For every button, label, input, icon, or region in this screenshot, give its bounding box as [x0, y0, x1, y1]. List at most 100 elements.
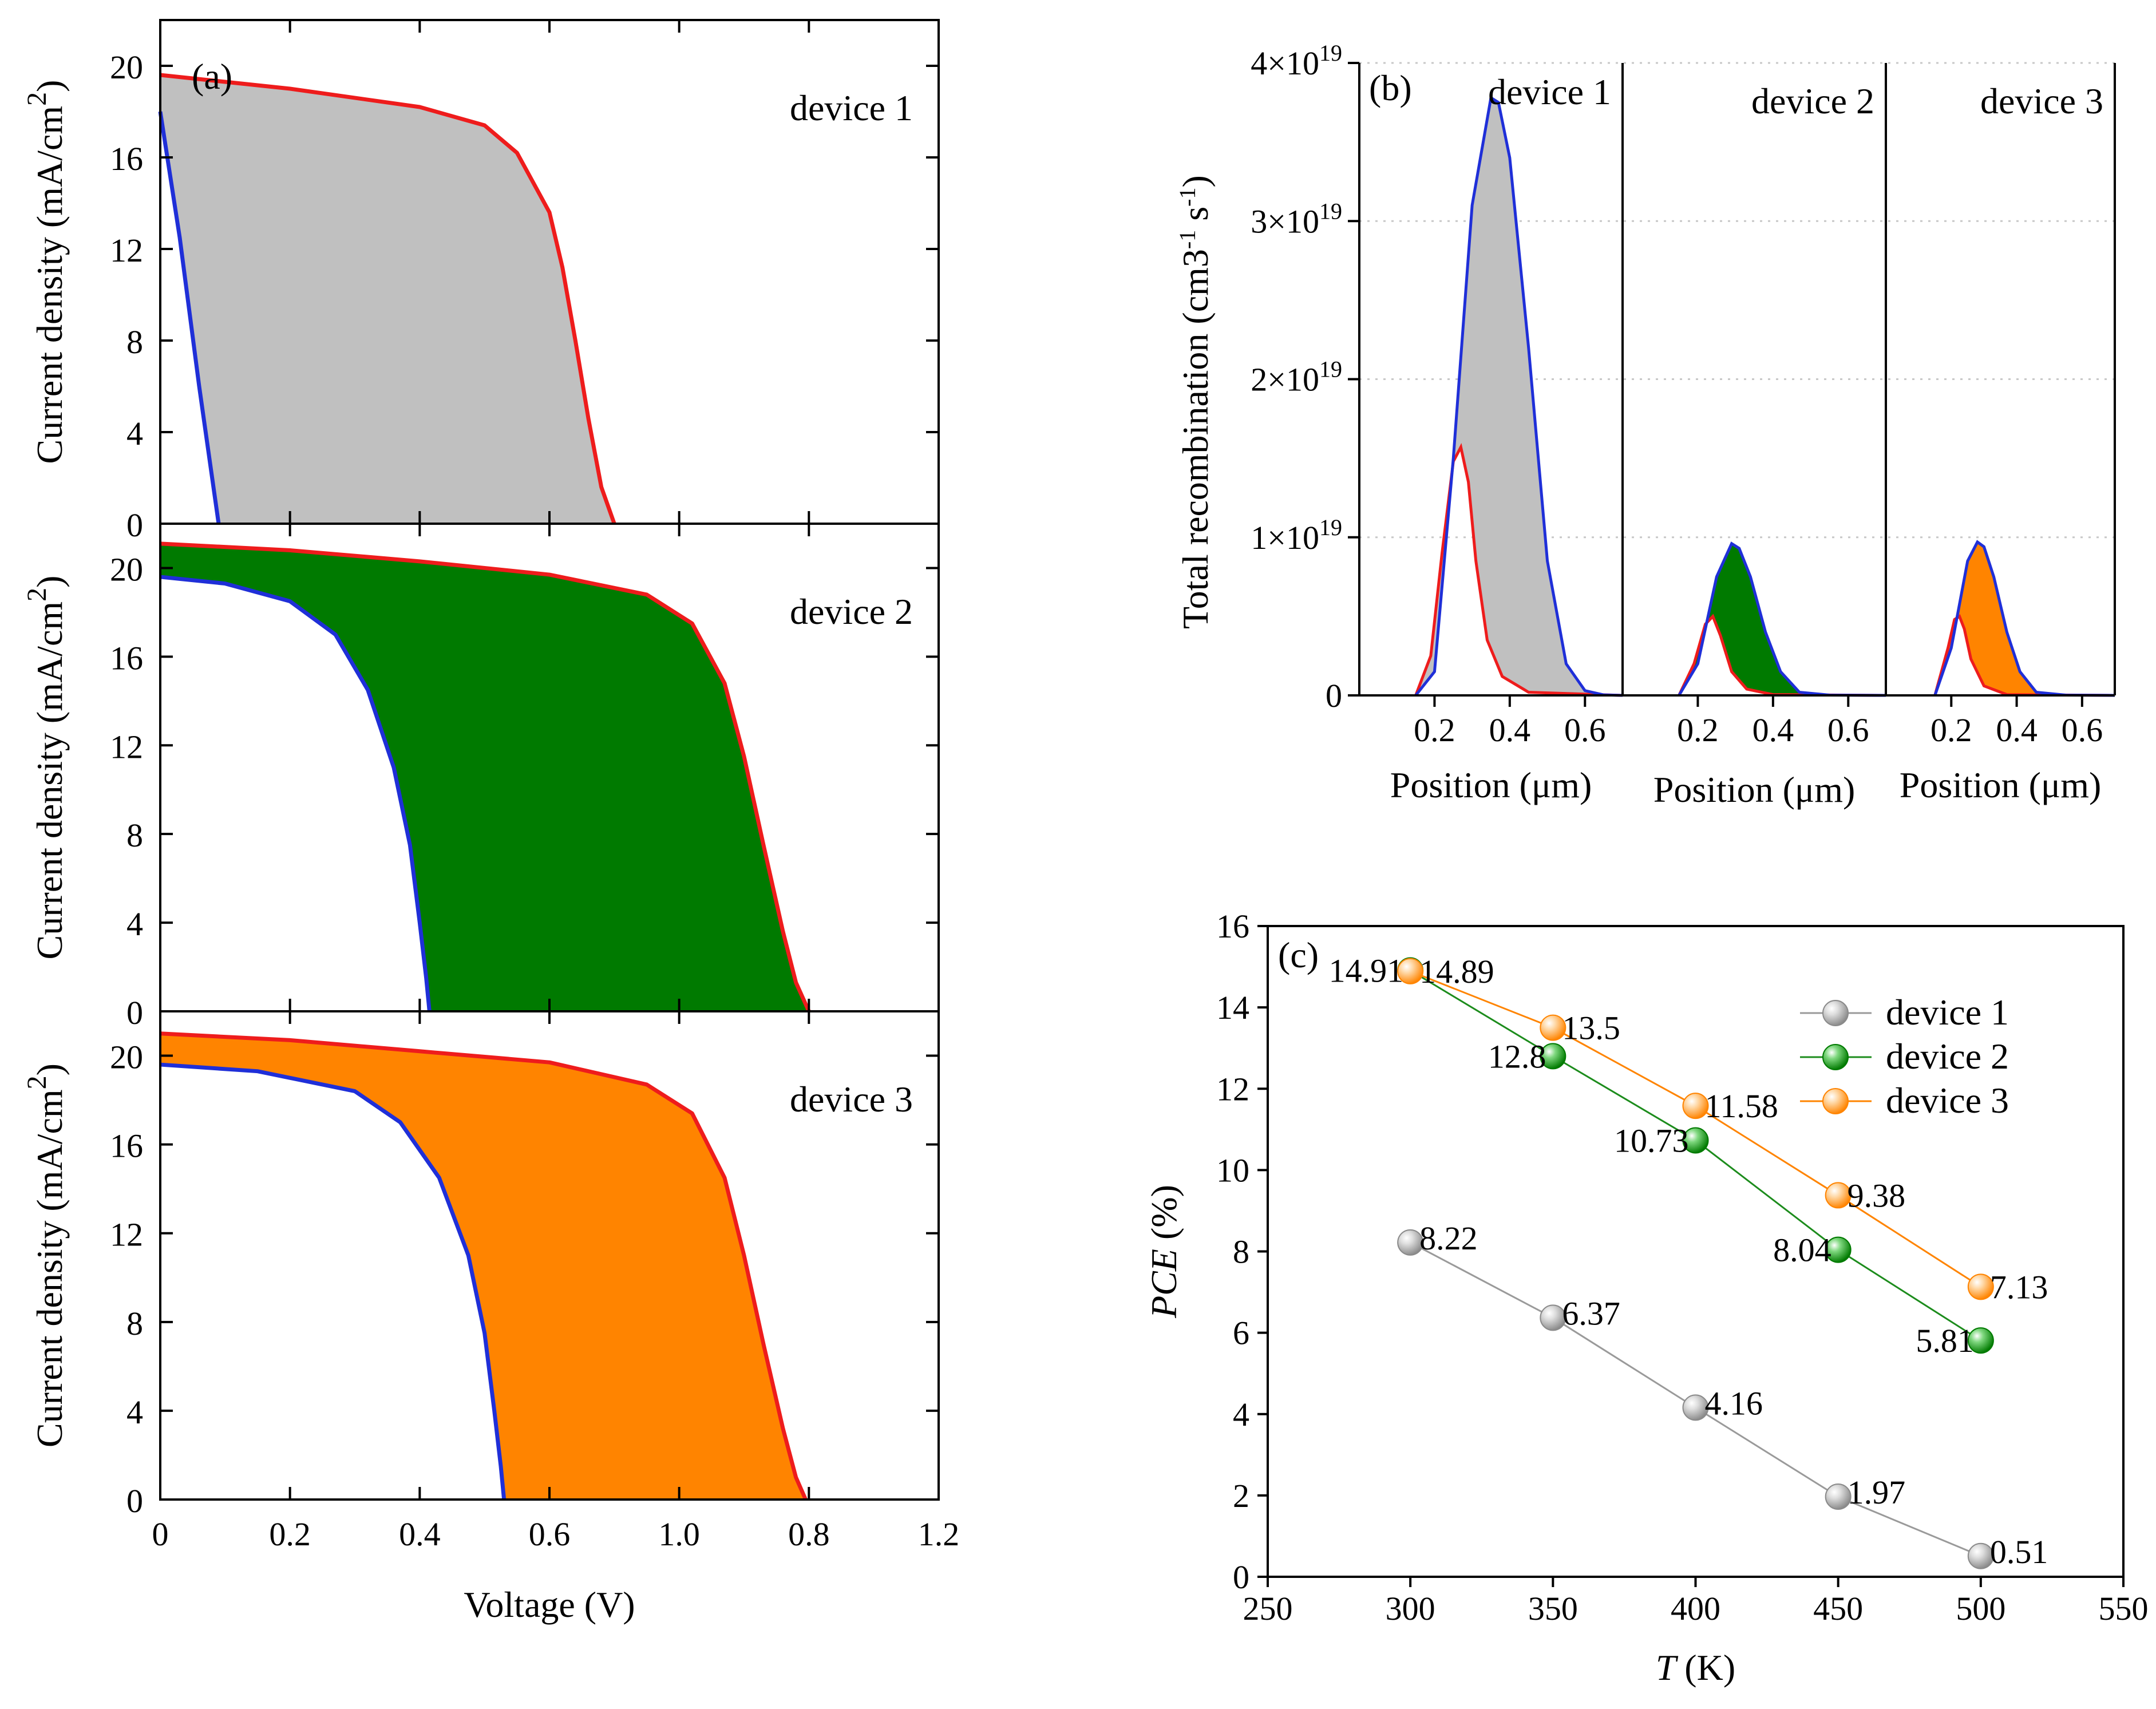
y-axis-label: Current density (mA/cm2)	[22, 576, 70, 960]
x-tick-label: 0.4	[1489, 711, 1531, 749]
fill-area	[1935, 542, 2115, 695]
y-tick-label: 1×1019	[1251, 515, 1342, 556]
y-tick-label: 8	[126, 817, 143, 854]
data-label: 12.8	[1488, 1038, 1546, 1075]
x-tick-label: 500	[1956, 1590, 2005, 1627]
x-axis-label: Position (μm)	[1653, 769, 1856, 810]
data-point	[1397, 1229, 1424, 1256]
series-device-2: 14.91 12.8 10.73 8.04 5.81	[1329, 952, 1994, 1359]
y-tick-label: 8	[1233, 1233, 1249, 1271]
data-point	[1967, 1327, 1994, 1354]
data-point	[1682, 1394, 1709, 1421]
fill-area	[1415, 97, 1623, 695]
panel-b-recombination: 0.2 0.4 0.6 Position (μm) device 1 0.2 0.4 0.6 P…	[1174, 40, 2116, 810]
y-tick-label: 16	[110, 1128, 143, 1165]
red-curve	[1414, 443, 1623, 697]
red-curve	[1678, 614, 1886, 697]
data-point	[1825, 1236, 1852, 1263]
x-tick-label: 0.2	[1677, 711, 1719, 749]
y-tick-label: 2×1019	[1251, 357, 1342, 398]
y-tick-label: 0	[126, 1482, 143, 1520]
device-label: device 2	[1751, 81, 1874, 121]
fill-area	[160, 75, 615, 524]
panel-label: (b)	[1369, 68, 1412, 108]
y-tick-label: 12	[110, 232, 143, 269]
subplot-device-1: 0 4 8 12 16 20 device 1 Current density (mA/cm2…	[22, 19, 940, 544]
y-axis-label: Current density (mA/cm2)	[22, 1063, 70, 1447]
blue-curve	[160, 1062, 507, 1500]
x-tick-label: 0.2	[269, 1516, 311, 1553]
device-label: device 1	[1488, 72, 1611, 112]
subplot-device-2: 0 4 8 12 16 20 device 2 Current density (mA/cm2…	[22, 523, 940, 1031]
device-label: device 3	[790, 1079, 913, 1119]
y-tick-label: 20	[110, 1039, 143, 1076]
y-tick-label: 16	[110, 639, 143, 677]
x-tick-label: 350	[1528, 1590, 1578, 1627]
x-tick-label: 250	[1243, 1590, 1293, 1627]
data-label: 11.58	[1705, 1087, 1778, 1125]
legend-label: device 2	[1886, 1036, 2009, 1077]
data-point	[1540, 1304, 1566, 1331]
data-point	[1825, 1483, 1852, 1510]
x-tick-label: 450	[1813, 1590, 1863, 1627]
subplot-device-1: 0.2 0.4 0.6 Position (μm) device 1	[1358, 63, 1623, 805]
data-label: 14.89	[1419, 953, 1494, 990]
blue-curve	[1414, 95, 1623, 697]
y-tick-label: 8	[126, 323, 143, 361]
y-tick-label: 12	[110, 728, 143, 765]
x-tick-label: 1.2	[918, 1516, 960, 1553]
data-label: 5.81	[1916, 1322, 1974, 1359]
y-tick-label: 3×1019	[1251, 198, 1342, 240]
data-point	[1825, 1182, 1852, 1209]
y-tick-label: 14	[1216, 989, 1249, 1026]
data-label: 14.91	[1329, 952, 1404, 989]
y-tick-label: 0	[1233, 1558, 1249, 1596]
red-curve	[1933, 614, 2115, 697]
y-tick-label: 2	[1233, 1477, 1249, 1514]
data-label: 13.5	[1562, 1010, 1620, 1047]
y-tick-label: 0	[1326, 677, 1342, 714]
y-tick-label: 4	[1233, 1396, 1249, 1433]
x-tick-label: 550	[2099, 1590, 2149, 1627]
data-point	[1540, 1043, 1566, 1070]
red-curve	[160, 73, 616, 525]
x-tick-label: 400	[1671, 1590, 1720, 1627]
x-tick-label: 0.2	[1930, 711, 1972, 749]
y-tick-label: 6	[1233, 1315, 1249, 1352]
data-label: 7.13	[1990, 1268, 2048, 1306]
x-axis-label: T (K)	[1656, 1647, 1735, 1688]
y-tick-label: 20	[110, 551, 143, 588]
data-label: 8.04	[1773, 1232, 1831, 1269]
data-point	[1540, 1014, 1566, 1041]
data-label: 0.51	[1990, 1533, 2048, 1570]
x-axis-label: Position (μm)	[1390, 765, 1592, 805]
subplot-device-3: 0 4 8 12 16 20 device 3 Current density (mA/cm2…	[22, 1010, 940, 1520]
data-point	[1682, 1093, 1709, 1119]
x-axis-label: Position (μm)	[1900, 765, 2102, 805]
x-tick-label: 0.4	[1996, 711, 2038, 749]
fill-area	[160, 1033, 806, 1500]
legend-label: device 3	[1886, 1080, 2009, 1121]
y-axis-label: Current density (mA/cm2)	[22, 80, 70, 464]
blue-curve	[1678, 541, 1886, 697]
device-label: device 2	[790, 591, 913, 632]
y-tick-label: 0	[126, 507, 143, 544]
x-tick-label: 0.6	[1564, 711, 1606, 749]
data-label: 9.38	[1848, 1177, 1906, 1214]
y-tick-label: 8	[126, 1305, 143, 1342]
y-tick-label: 16	[110, 140, 143, 177]
red-curve	[160, 1031, 808, 1501]
data-label: 6.37	[1562, 1295, 1620, 1332]
x-tick-label: 0.2	[1414, 711, 1455, 749]
x-tick-label: 0.4	[399, 1516, 441, 1553]
blue-curve	[160, 575, 432, 1012]
y-tick-label: 4	[126, 905, 143, 943]
y-tick-label: 16	[1216, 908, 1249, 945]
data-point	[1967, 1273, 1994, 1300]
data-label: 8.22	[1419, 1220, 1478, 1257]
device-label: device 1	[790, 88, 913, 128]
x-axis-label: Voltage (V)	[464, 1584, 635, 1625]
panel-label: (a)	[192, 56, 232, 97]
panel-label: (c)	[1278, 935, 1319, 975]
